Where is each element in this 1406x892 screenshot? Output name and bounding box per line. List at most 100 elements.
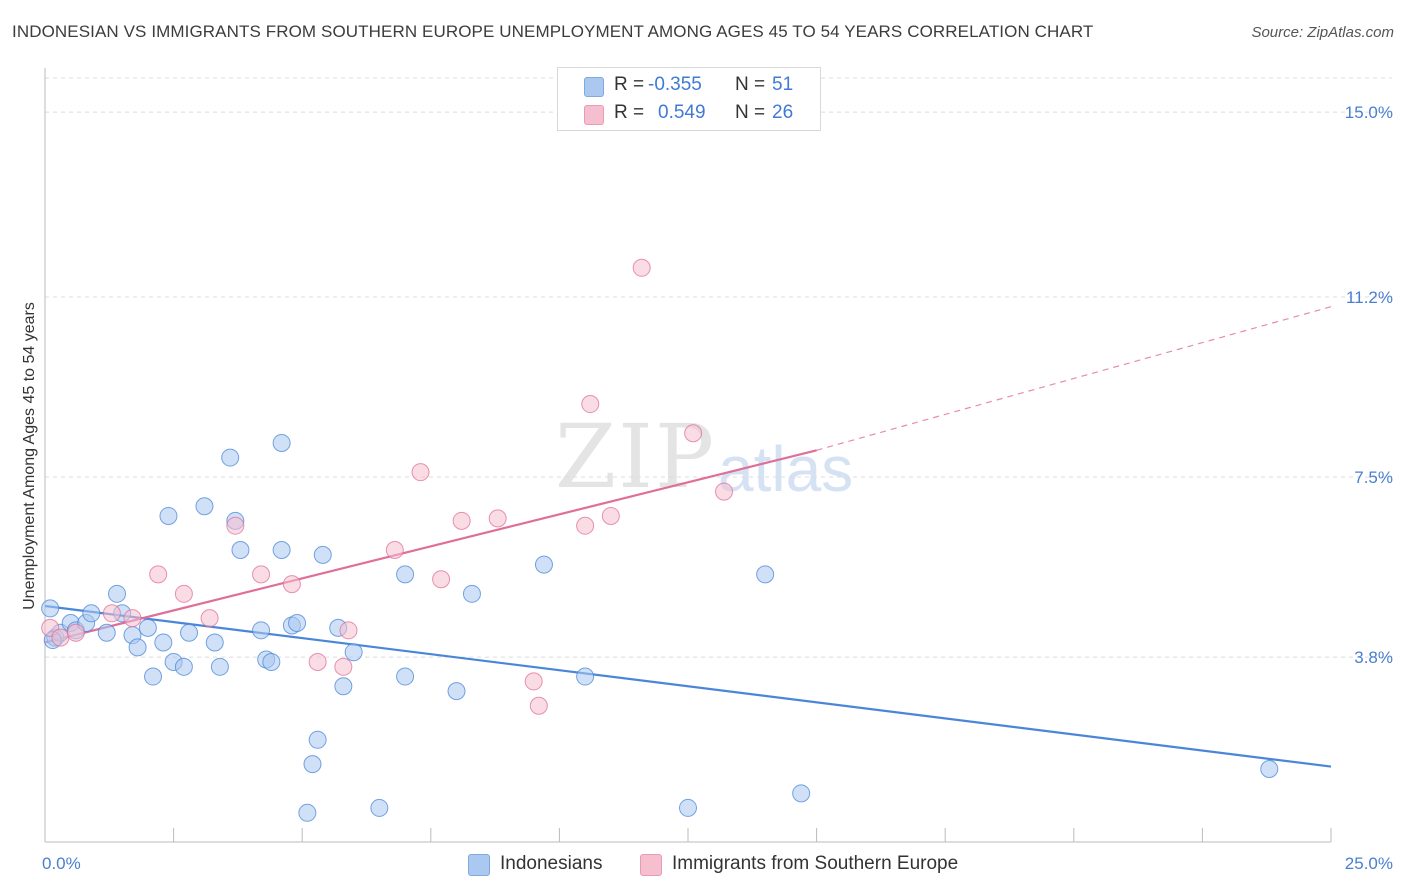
point-southern-europe — [385, 541, 404, 560]
legend-n-value: 51 — [772, 74, 794, 95]
series-legend: Indonesians Immigrants from Southern Eur… — [0, 852, 1406, 878]
point-indonesians — [313, 545, 332, 564]
point-indonesians — [288, 614, 307, 633]
point-southern-europe — [432, 570, 451, 589]
point-indonesians — [679, 798, 697, 817]
point-indonesians — [252, 621, 271, 640]
point-indonesians — [144, 667, 163, 686]
point-southern-europe — [715, 482, 734, 501]
point-indonesians — [108, 584, 127, 603]
point-indonesians — [174, 657, 193, 676]
point-indonesians — [792, 784, 811, 803]
point-indonesians — [756, 565, 775, 584]
source-label: Source: ZipAtlas.com — [1251, 24, 1394, 41]
point-southern-europe — [282, 575, 301, 594]
legend-r-value: -0.355 — [648, 74, 702, 95]
point-indonesians — [396, 565, 415, 584]
point-indonesians — [534, 555, 553, 574]
point-indonesians — [154, 633, 173, 652]
trend-lines — [44, 306, 1332, 768]
series-label-indonesians: Indonesians — [500, 853, 603, 874]
x-tick-label: 25.0% — [1345, 854, 1393, 873]
legend-r-label: R = — [614, 102, 645, 123]
point-indonesians — [370, 798, 389, 817]
point-indonesians — [344, 643, 363, 662]
series-swatch-southern-europe — [640, 854, 662, 876]
point-southern-europe — [102, 604, 121, 623]
point-indonesians — [210, 657, 229, 676]
point-southern-europe — [576, 516, 595, 535]
point-indonesians — [396, 667, 415, 686]
point-indonesians — [159, 506, 178, 525]
legend-swatch-indonesians — [584, 77, 604, 97]
trend-southern-europe — [44, 449, 817, 644]
point-indonesians — [221, 448, 240, 467]
point-southern-europe — [581, 395, 600, 414]
point-southern-europe — [339, 621, 358, 640]
point-southern-europe — [174, 584, 193, 603]
point-indonesians — [97, 623, 116, 642]
point-southern-europe — [51, 628, 70, 647]
point-southern-europe — [200, 609, 219, 628]
point-southern-europe — [488, 509, 507, 528]
point-indonesians — [1260, 760, 1279, 779]
point-indonesians — [41, 599, 60, 618]
data-points — [41, 258, 1279, 822]
correlation-legend: R = -0.355 N = 51 R = 0.549 N = 26 — [557, 67, 821, 131]
x-tick-label: 0.0% — [42, 854, 81, 873]
point-southern-europe — [149, 565, 168, 584]
legend-row-southern-europe: R = 0.549 N = 26 — [558, 100, 820, 128]
chart-title: INDONESIAN VS IMMIGRANTS FROM SOUTHERN E… — [12, 22, 1094, 41]
point-indonesians — [138, 618, 157, 637]
point-southern-europe — [308, 652, 327, 671]
point-southern-europe — [123, 609, 142, 628]
point-indonesians — [82, 604, 101, 623]
point-indonesians — [180, 623, 199, 642]
point-southern-europe — [632, 258, 651, 277]
point-southern-europe — [452, 511, 471, 530]
axes — [44, 68, 1332, 843]
point-southern-europe — [529, 696, 548, 715]
point-indonesians — [298, 803, 317, 822]
point-southern-europe — [66, 623, 85, 642]
point-southern-europe — [226, 516, 245, 535]
point-southern-europe — [411, 463, 430, 482]
y-tick-label: 3.8% — [1354, 648, 1393, 667]
point-indonesians — [334, 677, 353, 696]
legend-row-indonesians: R = -0.355 N = 51 — [558, 72, 820, 100]
point-indonesians — [462, 584, 481, 603]
tick-labels: 3.8% 7.5% 11.2% 15.0% 0.0% 25.0% — [42, 103, 1393, 873]
point-southern-europe — [524, 672, 543, 691]
watermark-zip: ZIP — [555, 405, 717, 508]
point-indonesians — [308, 730, 327, 749]
point-indonesians — [576, 667, 595, 686]
point-indonesians — [195, 497, 214, 516]
point-indonesians — [262, 652, 281, 671]
point-indonesians — [303, 755, 322, 774]
point-indonesians — [272, 433, 291, 452]
point-southern-europe — [252, 565, 271, 584]
point-southern-europe — [334, 657, 353, 676]
legend-swatch-southern-europe — [584, 105, 604, 125]
y-tick-label: 15.0% — [1345, 103, 1393, 122]
y-tick-label: 11.2% — [1346, 288, 1393, 307]
legend-r-label: R = — [614, 74, 645, 95]
y-tick-label: 7.5% — [1354, 468, 1393, 487]
point-indonesians — [128, 638, 147, 657]
point-indonesians — [447, 682, 466, 701]
point-southern-europe — [601, 506, 620, 525]
trend-indonesians — [44, 604, 1332, 768]
point-indonesians — [231, 541, 250, 560]
legend-n-value: 26 — [772, 102, 794, 123]
series-label-southern-europe: Immigrants from Southern Europe — [672, 853, 959, 874]
point-indonesians — [205, 633, 224, 652]
legend-n-label: N = — [735, 102, 766, 123]
point-southern-europe — [684, 424, 703, 443]
legend-r-value: 0.549 — [658, 102, 706, 123]
trend-southern-europe-extension — [816, 306, 1332, 451]
point-indonesians — [272, 541, 291, 560]
series-swatch-indonesians — [468, 854, 490, 876]
gridlines — [45, 77, 1392, 658]
legend-n-label: N = — [735, 74, 766, 95]
